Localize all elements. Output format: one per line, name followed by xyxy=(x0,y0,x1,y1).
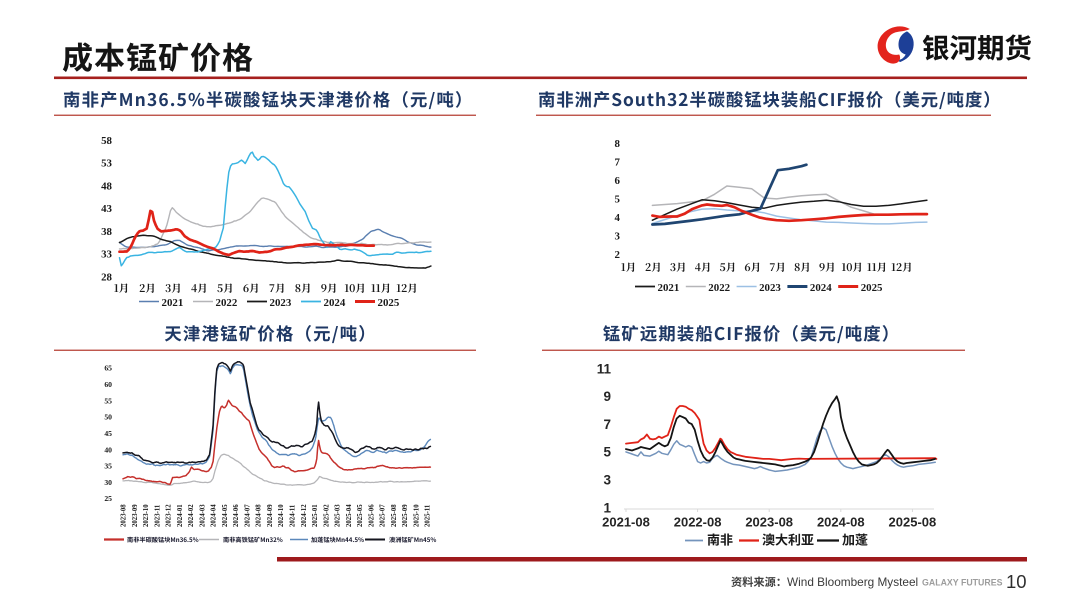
svg-text:50: 50 xyxy=(104,413,112,422)
svg-text:2024-04: 2024-04 xyxy=(211,504,218,527)
svg-text:2025-02: 2025-02 xyxy=(323,504,330,527)
svg-text:2024-06: 2024-06 xyxy=(233,504,240,527)
svg-text:6: 6 xyxy=(615,175,621,187)
svg-text:2024-11: 2024-11 xyxy=(290,504,297,527)
svg-text:35: 35 xyxy=(104,462,112,471)
svg-text:2024-08: 2024-08 xyxy=(256,504,263,527)
svg-text:Wind Bloomberg Mysteel: Wind Bloomberg Mysteel xyxy=(787,575,918,589)
svg-text:3: 3 xyxy=(603,473,611,488)
svg-text:45: 45 xyxy=(104,429,112,438)
svg-text:2025-10: 2025-10 xyxy=(413,504,420,527)
svg-text:2025: 2025 xyxy=(861,282,883,294)
svg-text:2023-12: 2023-12 xyxy=(166,504,173,527)
svg-text:2024-07: 2024-07 xyxy=(245,504,252,527)
svg-text:33: 33 xyxy=(101,249,112,261)
svg-text:58: 58 xyxy=(101,135,112,147)
svg-text:2025-07: 2025-07 xyxy=(380,504,387,527)
svg-text:25: 25 xyxy=(104,494,112,503)
svg-text:2024-03: 2024-03 xyxy=(199,504,206,527)
svg-text:43: 43 xyxy=(101,203,112,215)
svg-text:2025-06: 2025-06 xyxy=(368,504,375,527)
svg-text:2024-08: 2024-08 xyxy=(817,515,865,530)
svg-text:28: 28 xyxy=(101,271,112,283)
svg-text:2025-09: 2025-09 xyxy=(402,504,409,527)
svg-text:40: 40 xyxy=(104,445,112,454)
svg-text:2: 2 xyxy=(615,249,620,261)
svg-text:65: 65 xyxy=(104,364,112,373)
svg-text:2025-11: 2025-11 xyxy=(425,504,432,527)
svg-text:2023: 2023 xyxy=(759,282,781,294)
svg-text:2025-05: 2025-05 xyxy=(357,504,364,527)
svg-text:2022-08: 2022-08 xyxy=(674,515,722,530)
svg-text:48: 48 xyxy=(101,180,112,192)
svg-text:60: 60 xyxy=(104,380,112,389)
svg-text:2023-11: 2023-11 xyxy=(154,504,161,527)
svg-text:2023-10: 2023-10 xyxy=(143,504,150,527)
svg-text:2021-08: 2021-08 xyxy=(602,515,650,530)
svg-text:2025-08: 2025-08 xyxy=(391,504,398,527)
svg-text:2025-01: 2025-01 xyxy=(312,504,319,527)
svg-text:2023-09: 2023-09 xyxy=(132,504,139,527)
svg-text:10: 10 xyxy=(1006,571,1027,592)
svg-text:5: 5 xyxy=(603,445,611,460)
svg-text:2024-05: 2024-05 xyxy=(222,504,229,527)
svg-text:8: 8 xyxy=(615,138,621,150)
svg-text:2022: 2022 xyxy=(216,297,238,309)
svg-text:2024-10: 2024-10 xyxy=(278,504,285,527)
svg-text:GALAXY FUTURES: GALAXY FUTURES xyxy=(922,578,1003,588)
svg-text:1: 1 xyxy=(603,500,611,515)
svg-text:2021: 2021 xyxy=(162,297,184,309)
svg-text:2023: 2023 xyxy=(270,297,292,309)
svg-text:5: 5 xyxy=(615,193,621,205)
svg-text:30: 30 xyxy=(104,478,112,487)
svg-text:2023-08: 2023-08 xyxy=(745,515,793,530)
svg-text:2024-09: 2024-09 xyxy=(267,504,274,527)
svg-text:2021: 2021 xyxy=(658,282,680,294)
svg-text:2022: 2022 xyxy=(708,282,730,294)
svg-text:2024: 2024 xyxy=(810,282,832,294)
svg-text:2024-02: 2024-02 xyxy=(188,504,195,527)
svg-text:2024: 2024 xyxy=(324,297,346,309)
svg-text:2025-03: 2025-03 xyxy=(335,504,342,527)
svg-text:11: 11 xyxy=(597,361,612,376)
svg-text:2023-08: 2023-08 xyxy=(121,504,128,527)
svg-text:9: 9 xyxy=(603,389,611,404)
svg-text:2025-04: 2025-04 xyxy=(346,504,353,527)
svg-text:38: 38 xyxy=(101,226,112,238)
svg-text:2024-12: 2024-12 xyxy=(301,504,308,527)
svg-text:2024-01: 2024-01 xyxy=(177,504,184,527)
svg-text:7: 7 xyxy=(615,156,621,168)
svg-text:7: 7 xyxy=(603,417,611,432)
svg-text:53: 53 xyxy=(101,158,112,170)
svg-text:2025: 2025 xyxy=(378,297,400,309)
svg-text:55: 55 xyxy=(104,396,112,405)
svg-text:2025-08: 2025-08 xyxy=(889,515,937,530)
svg-text:4: 4 xyxy=(615,212,621,224)
svg-text:3: 3 xyxy=(615,230,621,242)
